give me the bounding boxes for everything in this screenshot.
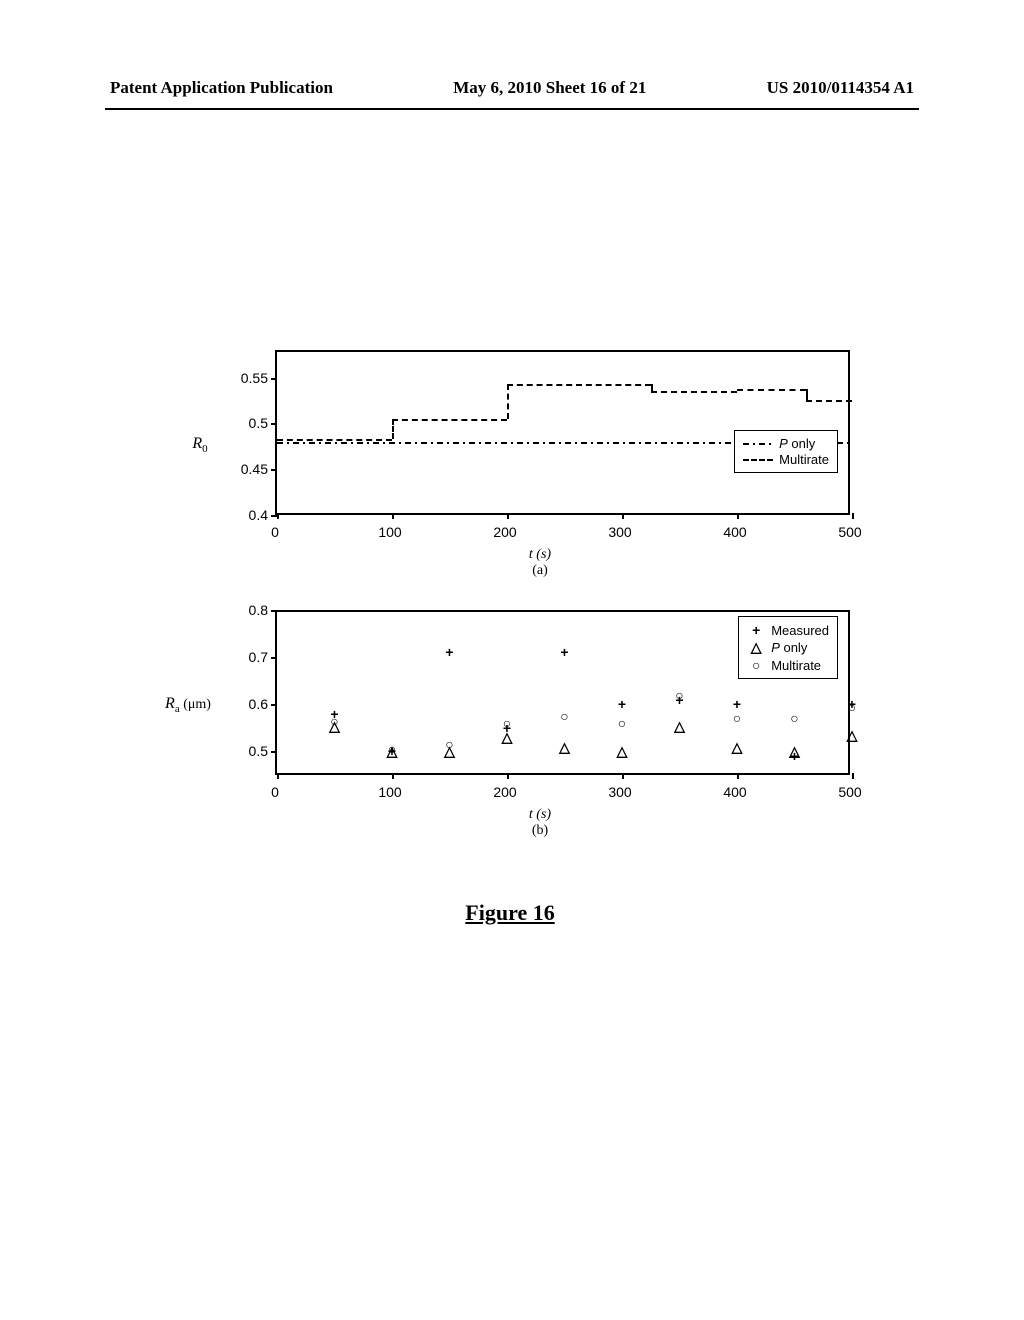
chart-b-marker-multirate: ○: [445, 737, 453, 751]
chart-b-marker-multirate: ○: [848, 700, 856, 714]
chart-b-marker-p_only: △: [732, 740, 743, 754]
chart-b-xtick-label: 0: [271, 784, 279, 800]
chart-a-ytick-label: 0.55: [228, 370, 268, 386]
chart-a-series-multirate: [392, 419, 507, 421]
chart-b-xtick-label: 500: [838, 784, 861, 800]
figure-caption: Figure 16: [465, 900, 554, 926]
chart-b-ylabel: Ra (μm): [165, 695, 211, 715]
chart-a-legend: P onlyMultirate: [734, 430, 838, 473]
chart-b-marker-multirate: ○: [388, 742, 396, 756]
chart-a-plot-area: P onlyMultirate: [275, 350, 850, 515]
chart-b-marker-multirate: ○: [503, 716, 511, 730]
chart-b-ytick-label: 0.6: [228, 696, 268, 712]
chart-b-marker-p_only: △: [502, 730, 513, 744]
chart-a-ytick-label: 0.5: [228, 415, 268, 431]
chart-b-marker-p_only: △: [674, 719, 685, 733]
header-center: May 6, 2010 Sheet 16 of 21: [453, 78, 646, 98]
chart-a-ytick-label: 0.45: [228, 461, 268, 477]
chart-a-series-multirate: [507, 384, 651, 386]
chart-a-xlabel: t (s) (a): [529, 547, 551, 578]
chart-b-xtick-label: 200: [493, 784, 516, 800]
figure-16: R0 P onlyMultirate t (s) (a) 0 100 200 300 4…: [160, 340, 860, 810]
chart-b-marker-multirate: ○: [790, 711, 798, 725]
chart-b-marker-measured: +: [618, 697, 626, 711]
chart-b-plot-area: ++++++++++△△△△△△△△△△○○○○○○○○○○+Measured△…: [275, 610, 850, 775]
header-left: Patent Application Publication: [110, 78, 333, 98]
chart-b-marker-p_only: △: [617, 744, 628, 758]
chart-a-xtick-label: 100: [378, 524, 401, 540]
chart-a-ytick-label: 0.4: [228, 507, 268, 523]
chart-b-xlabel: t (s) (b): [529, 807, 551, 838]
chart-b-marker-measured: +: [445, 645, 453, 659]
chart-b-ytick-label: 0.8: [228, 602, 268, 618]
header-divider: [105, 108, 919, 110]
chart-a-series-multirate: [806, 400, 852, 402]
chart-b-marker-multirate: ○: [675, 688, 683, 702]
chart-a-series-multirate: [737, 389, 806, 391]
chart-a-series-multirate: [277, 439, 392, 441]
chart-b-marker-measured: +: [733, 697, 741, 711]
chart-b-xtick-label: 100: [378, 784, 401, 800]
page-header: Patent Application Publication May 6, 20…: [0, 78, 1024, 98]
chart-b-marker-multirate: ○: [733, 711, 741, 725]
chart-b-marker-multirate: ○: [618, 716, 626, 730]
chart-b-xtick-label: 300: [608, 784, 631, 800]
chart-b-marker-multirate: ○: [330, 714, 338, 728]
chart-b-ytick-label: 0.7: [228, 649, 268, 665]
chart-b-ytick-label: 0.5: [228, 743, 268, 759]
chart-a-xtick-label: 400: [723, 524, 746, 540]
chart-a: R0 P onlyMultirate t (s) (a) 01002003004…: [220, 340, 860, 550]
chart-a-xtick-label: 200: [493, 524, 516, 540]
chart-a-xtick-label: 300: [608, 524, 631, 540]
chart-b-xtick-label: 400: [723, 784, 746, 800]
header-right: US 2010/0114354 A1: [767, 78, 914, 98]
chart-b-marker-measured: +: [560, 645, 568, 659]
chart-b-marker-multirate: ○: [560, 709, 568, 723]
chart-a-xtick-label: 500: [838, 524, 861, 540]
chart-b: Ra (μm) ++++++++++△△△△△△△△△△○○○○○○○○○○+M…: [220, 600, 860, 810]
chart-b-marker-p_only: △: [847, 728, 858, 742]
chart-b-legend: +Measured△P only○Multirate: [738, 616, 838, 679]
chart-b-marker-p_only: △: [559, 740, 570, 754]
chart-b-marker-p_only: △: [789, 744, 800, 758]
chart-a-xtick-label: 0: [271, 524, 279, 540]
chart-a-ylabel: R0: [192, 435, 207, 455]
chart-a-series-multirate: [651, 391, 737, 393]
